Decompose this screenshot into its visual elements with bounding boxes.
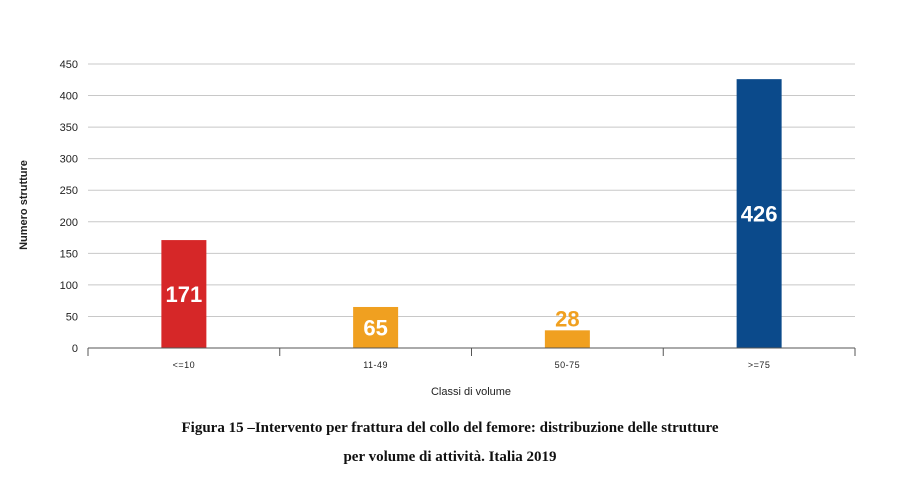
x-tick-label: 50-75 <box>555 360 581 370</box>
y-tick-label: 350 <box>60 122 78 134</box>
y-tick-label: 50 <box>66 311 78 323</box>
gridlines <box>88 63 855 317</box>
y-tick-label: 450 <box>60 59 78 71</box>
bar <box>161 240 207 348</box>
bar-value-label: 65 <box>363 315 387 340</box>
x-axis-title: Classi di volume <box>431 386 511 398</box>
bars: 171 65 28 426 <box>161 79 782 348</box>
y-tick-label: 150 <box>60 248 78 260</box>
x-tick-label: 11-49 <box>363 360 388 370</box>
bar-value-label: 28 <box>555 306 579 331</box>
bar <box>736 79 782 348</box>
bar-chart: 0 50 100 150 200 250 300 350 400 450 171 65 28 426 <… <box>18 59 856 398</box>
x-axis: <=10 11-49 50-75 >=75 <box>87 347 856 370</box>
y-tick-label: 250 <box>60 185 78 197</box>
figure-caption-line1: Figura 15 –Intervento per frattura del c… <box>181 420 719 436</box>
bar-value-label: 426 <box>741 202 778 227</box>
figure-caption-line2: per volume di attività. Italia 2019 <box>343 449 557 465</box>
y-axis-title: Numero strutture <box>18 160 30 250</box>
y-tick-label: 400 <box>60 91 78 103</box>
bar <box>544 330 590 348</box>
y-tick-label: 100 <box>60 280 78 292</box>
y-tick-label: 0 <box>72 343 78 355</box>
x-tick-label: <=10 <box>173 360 196 370</box>
bar-value-label: 171 <box>166 282 203 307</box>
y-tick-label: 300 <box>60 154 78 166</box>
y-tick-label: 200 <box>60 217 78 229</box>
bar <box>353 306 399 348</box>
x-tick-label: >=75 <box>748 360 771 370</box>
y-axis-ticks: 0 50 100 150 200 250 300 350 400 450 <box>60 59 78 355</box>
